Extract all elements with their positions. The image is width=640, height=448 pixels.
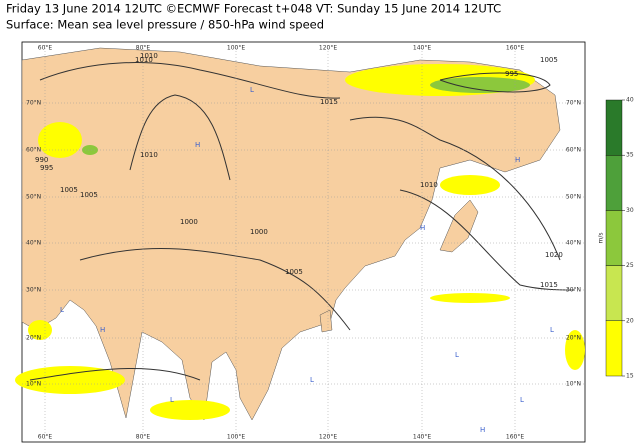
colorbar-label: 40 <box>626 97 634 104</box>
lat-label: 20°N <box>566 335 581 342</box>
lat-label: 20°N <box>26 335 41 342</box>
pressure-center: L <box>60 306 64 314</box>
lat-label: 30°N <box>26 287 41 294</box>
colorbar-segment <box>605 320 623 377</box>
pressure-center: H <box>420 224 425 232</box>
isobar-label: 1005 <box>285 268 303 276</box>
lon-label: 120°E <box>319 45 337 52</box>
lat-label: 30°N <box>566 287 581 294</box>
isobar-label: 1000 <box>180 218 198 226</box>
header-line: Friday 13 June 2014 12UTC ©ECMWF Forecas… <box>6 2 501 16</box>
lat-label: 60°N <box>566 147 581 154</box>
lon-label: 100°E <box>227 45 245 52</box>
pressure-center: H <box>515 156 520 164</box>
isobar-label: 1020 <box>545 251 563 259</box>
pressure-center: L <box>550 326 554 334</box>
lon-label: 140°E <box>413 45 431 52</box>
colorbar-segment <box>605 154 623 211</box>
pressure-center: H <box>195 141 200 149</box>
lon-label: 80°E <box>136 45 151 52</box>
colorbar-label: 20 <box>626 317 634 324</box>
isobar-label: 1000 <box>250 228 268 236</box>
isobar-label: 1015 <box>320 98 338 106</box>
lat-label: 40°N <box>26 240 41 247</box>
isobar-label: 1005 <box>80 191 98 199</box>
header-line: Surface: Mean sea level pressure / 850-h… <box>6 18 324 32</box>
pressure-center: L <box>310 376 314 384</box>
lat-label: 50°N <box>566 194 581 201</box>
isobar-label: 995 <box>40 164 53 172</box>
isobar-label: 1010 <box>135 56 153 64</box>
pressure-center: L <box>455 351 459 359</box>
lon-label: 140°E <box>413 434 431 441</box>
colorbar-unit: m/s <box>598 233 605 244</box>
isobar-label: 1010 <box>140 151 158 159</box>
lat-label: 70°N <box>566 100 581 107</box>
lon-label: 120°E <box>319 434 337 441</box>
isobar-label: 995 <box>505 70 518 78</box>
pressure-center: H <box>480 426 485 434</box>
isobar-label: 1005 <box>540 56 558 64</box>
lat-label: 40°N <box>566 240 581 247</box>
lon-label: 160°E <box>506 434 524 441</box>
lon-label: 80°E <box>136 434 151 441</box>
pressure-center: L <box>520 396 524 404</box>
lon-label: 60°E <box>38 434 53 441</box>
map-frame <box>15 41 586 443</box>
lon-label: 100°E <box>227 434 245 441</box>
colorbar-segment <box>605 99 623 156</box>
lon-label: 160°E <box>506 45 524 52</box>
pressure-center: H <box>100 326 105 334</box>
colorbar-label: 35 <box>626 152 634 159</box>
isobar-label: 990 <box>35 156 48 164</box>
colorbar-segment <box>605 265 623 322</box>
lat-label: 50°N <box>26 194 41 201</box>
lat-label: 60°N <box>26 147 41 154</box>
pressure-center: L <box>170 396 174 404</box>
lat-label: 70°N <box>26 100 41 107</box>
isobar-label: 1010 <box>140 52 158 60</box>
colorbar-label: 15 <box>626 373 634 380</box>
colorbar-segment <box>605 210 623 266</box>
lat-label: 10°N <box>566 381 581 388</box>
isobar-label: 1015 <box>540 281 558 289</box>
pressure-center: L <box>250 86 254 94</box>
isobar-label: 1005 <box>60 186 78 194</box>
isobar-label: 1010 <box>420 181 438 189</box>
lon-label: 60°E <box>38 45 53 52</box>
colorbar-label: 30 <box>626 207 634 214</box>
colorbar-label: 25 <box>626 262 634 269</box>
lat-label: 10°N <box>26 381 41 388</box>
